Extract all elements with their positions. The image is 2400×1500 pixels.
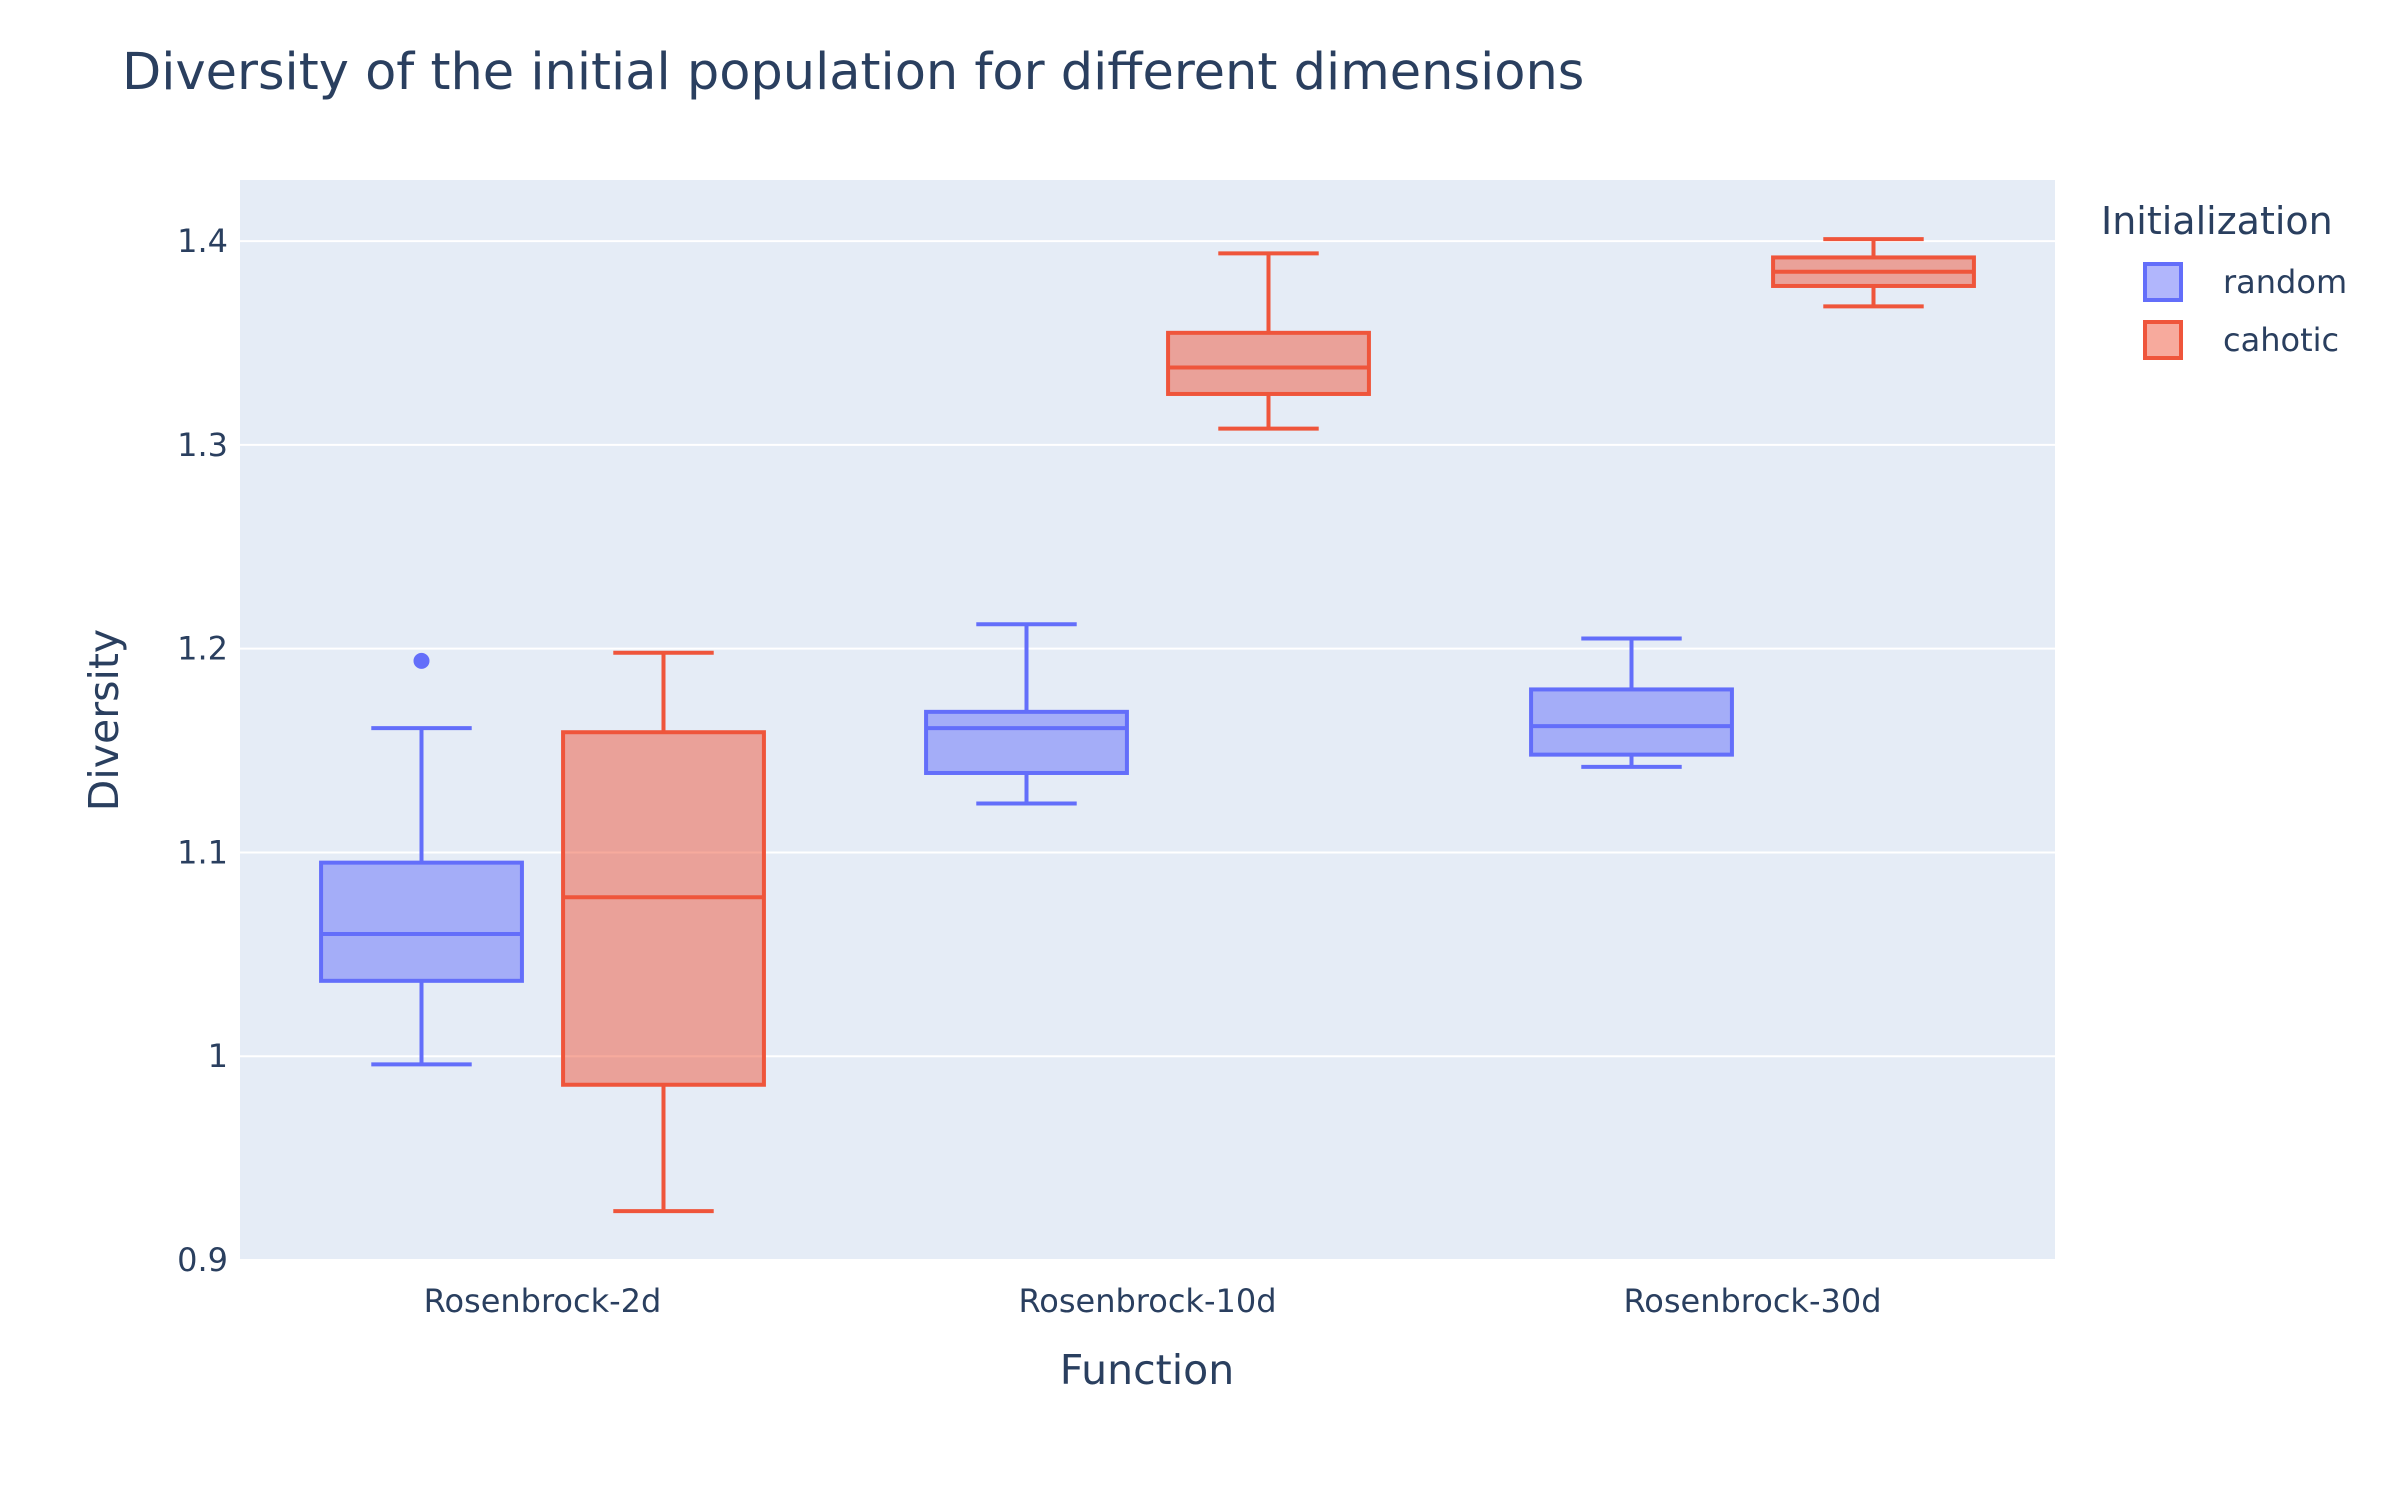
y-tick-label: 0.9 [177,1241,228,1279]
box-random-Rosenbrock-30d [1529,636,1734,769]
box-cahotic-Rosenbrock-30d [1771,237,1976,309]
legend-title: Initialization [2101,199,2333,243]
y-tick-label: 1.2 [177,630,228,668]
y-tick-label: 1.4 [177,222,228,260]
box-traces [319,237,1976,1214]
iqr-box [924,709,1129,775]
x-tick-label: Rosenbrock-30d [1623,1282,1881,1320]
legend-item-random: random [2143,262,2347,302]
legend-label: cahotic [2223,321,2339,359]
legend: Initialization random cahotic [2101,199,2347,360]
box-cahotic-Rosenbrock-10d [1166,251,1371,431]
y-tick-label: 1 [208,1037,228,1075]
legend-label: random [2223,263,2347,301]
chart-title: Diversity of the initial population for … [122,43,1584,102]
legend-swatch [2143,262,2183,302]
x-tick-label: Rosenbrock-2d [424,1282,662,1320]
legend-swatch [2143,320,2183,360]
y-tick-labels: 0.9 1 1.1 1.2 1.3 1.4 [177,222,228,1279]
iqr-box [1529,687,1734,757]
y-tick-label: 1.1 [177,833,228,871]
box-random-Rosenbrock-2d [319,652,524,1067]
x-tick-labels: Rosenbrock-2d Rosenbrock-10d Rosenbrock-30… [424,1282,1882,1320]
plot-area-background [240,180,2055,1260]
iqr-box [319,860,524,983]
x-tick-label: Rosenbrock-10d [1018,1282,1276,1320]
legend-item-cahotic: cahotic [2143,320,2339,360]
iqr-box [561,730,766,1087]
box-cahotic-Rosenbrock-2d [561,650,766,1214]
outlier-point [413,652,430,669]
y-axis-title: Diversity [80,629,128,811]
y-tick-label: 1.3 [177,426,228,464]
y-gridlines [240,240,2055,1261]
box-random-Rosenbrock-10d [924,622,1129,806]
x-axis-title: Function [1060,1346,1234,1394]
iqr-box [1166,330,1371,396]
